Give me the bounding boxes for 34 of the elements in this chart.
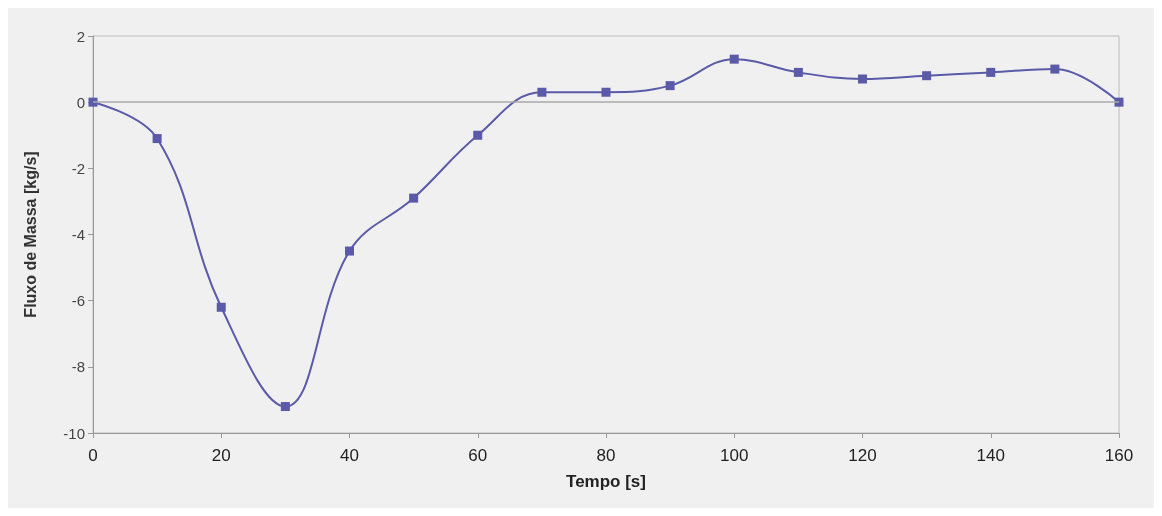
x-tick-label: 80 (596, 446, 616, 465)
point (152, 134, 162, 144)
x-tick-label: 0 (88, 446, 98, 465)
point (537, 87, 547, 97)
x-tick-label: 120 (848, 446, 877, 465)
point (1114, 97, 1124, 107)
y-tick-label: -4 (71, 226, 85, 243)
y-tick-label: -2 (71, 159, 85, 177)
point (409, 193, 419, 203)
point (922, 71, 932, 81)
x-tick-label: 140 (976, 446, 1005, 465)
x-tick-label: 20 (211, 446, 231, 465)
point (473, 130, 483, 140)
point (601, 87, 611, 97)
point (216, 302, 226, 312)
point (345, 246, 354, 256)
point (793, 67, 803, 77)
point (729, 54, 739, 64)
y-tick-label: -8 (71, 358, 85, 376)
point (1050, 64, 1060, 74)
x-tick-label: 40 (340, 446, 359, 465)
x-tick-label: 60 (468, 446, 488, 465)
point (986, 67, 996, 77)
y-tick-label: 2 (76, 27, 85, 45)
point (858, 74, 867, 84)
y-tick-label: -6 (71, 292, 85, 310)
x-axis-title: Tempo [s] (566, 472, 646, 491)
y-tick-label: 0 (76, 93, 85, 111)
point (280, 402, 290, 412)
y-tick-label: -10 (63, 424, 85, 442)
x-tick-label: 100 (720, 446, 749, 465)
point (665, 81, 675, 91)
y-axis-title: Fluxo de Massa [kg/s] (21, 151, 39, 318)
x-tick-label: 160 (1104, 446, 1134, 465)
